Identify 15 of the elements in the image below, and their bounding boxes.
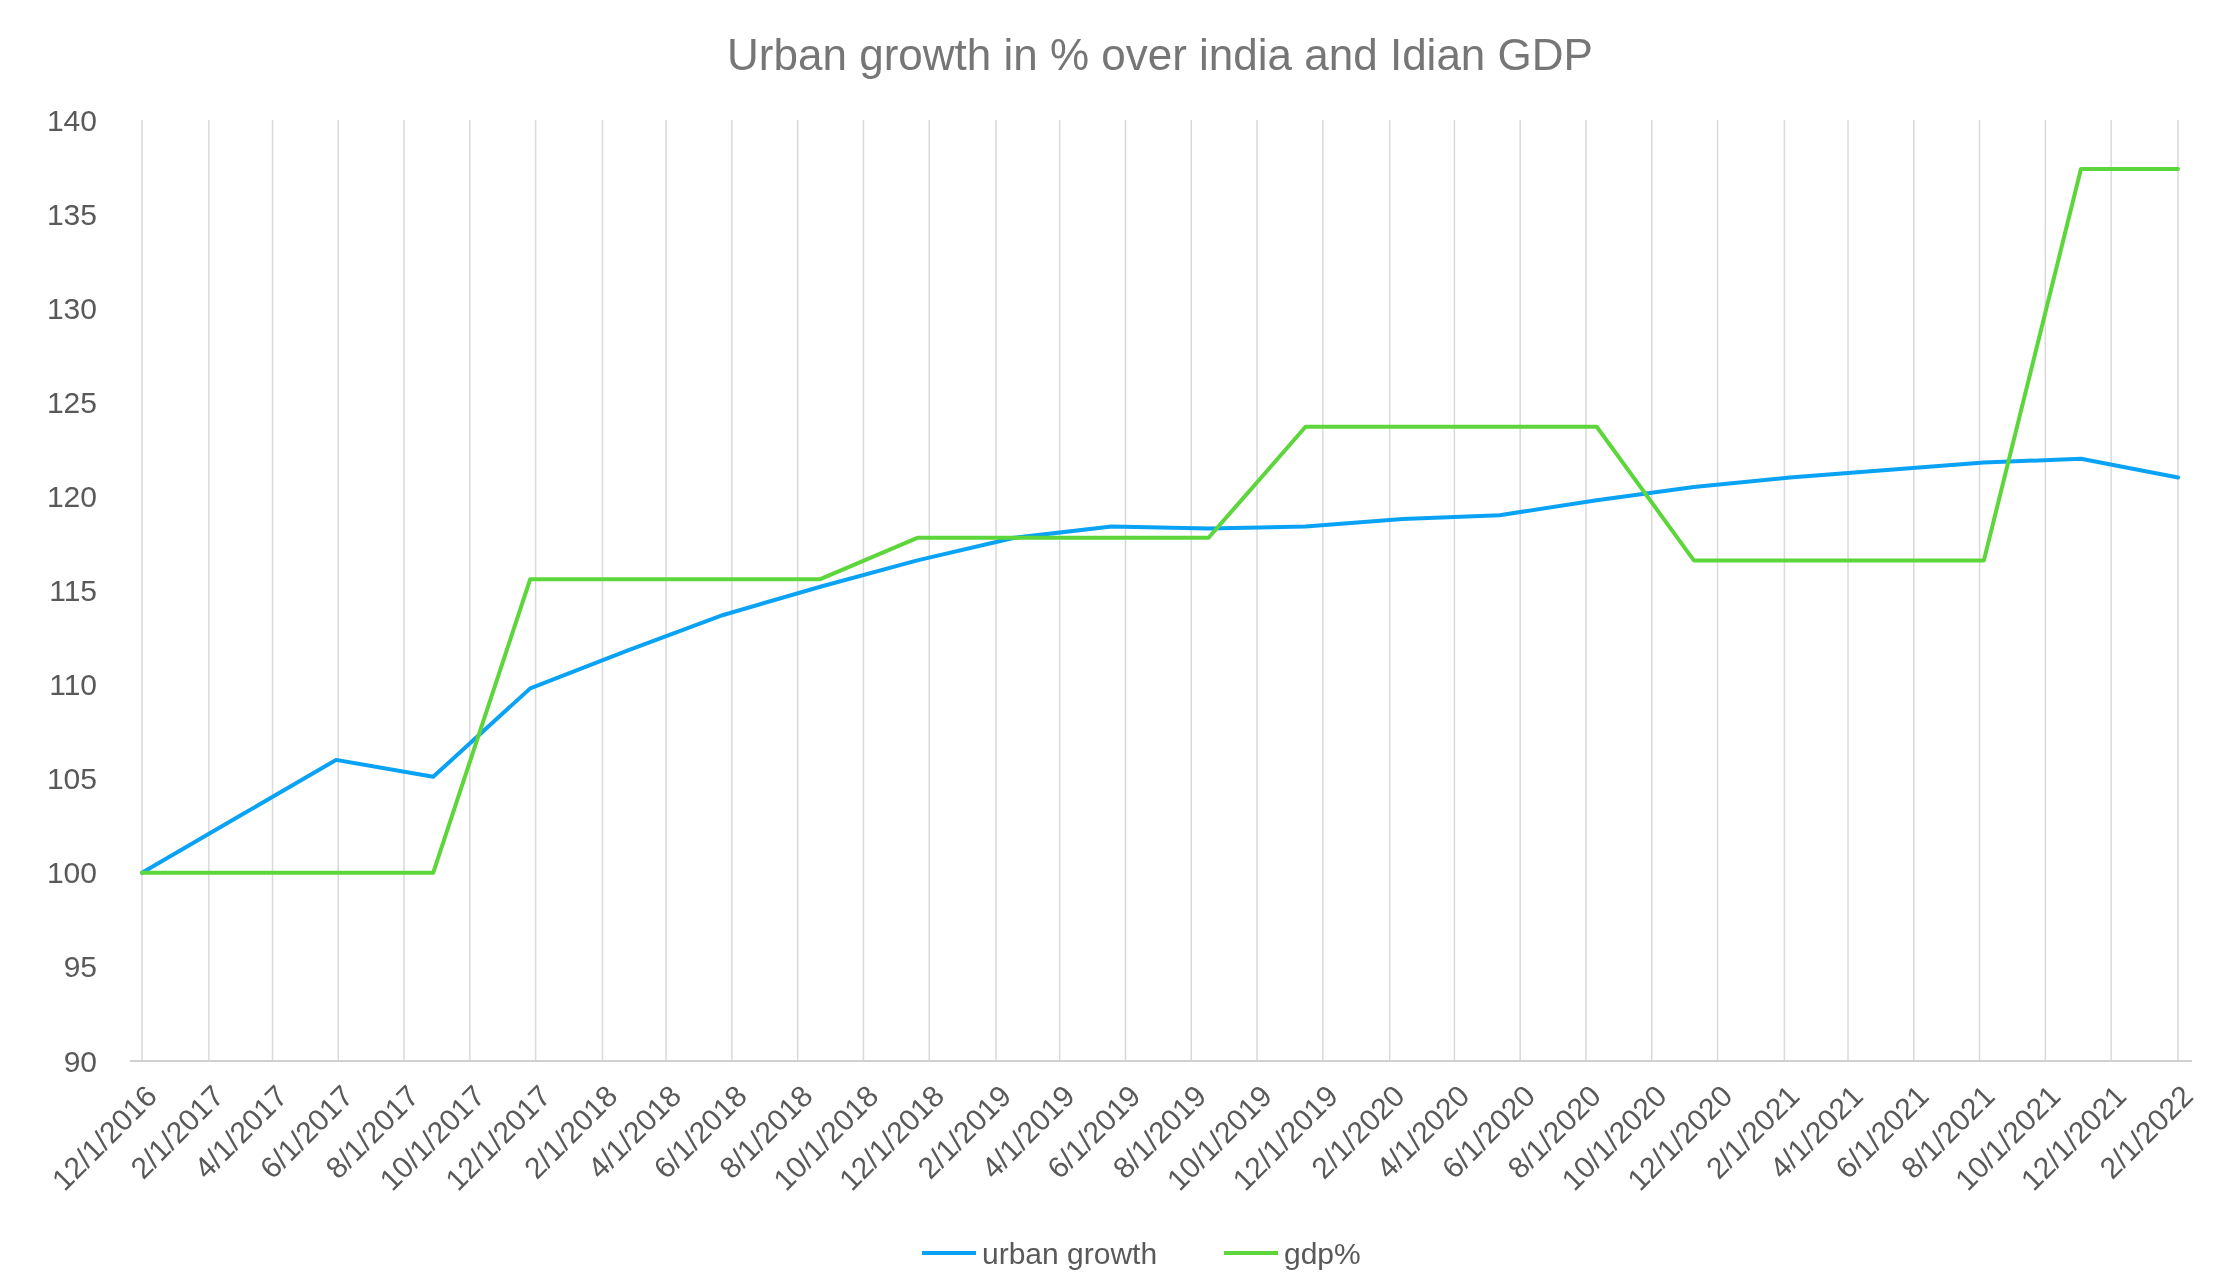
legend-label: gdp% (1284, 1236, 1361, 1270)
y-tick-label: 120 (46, 479, 97, 513)
y-tick-label: 135 (46, 197, 97, 231)
line-series (140, 166, 2180, 875)
chart-title: Urban growth in % over india and Idian GDP (727, 30, 1593, 79)
y-tick-label: 105 (46, 762, 97, 796)
legend-label: urban growth (982, 1236, 1158, 1270)
y-tick-label: 110 (49, 668, 97, 702)
y-tick-label: 90 (63, 1044, 97, 1078)
y-tick-label: 115 (49, 574, 97, 607)
y-tick-label: 130 (46, 291, 97, 325)
y-tick-label: 140 (46, 103, 97, 137)
y-tick-label: 100 (46, 856, 97, 890)
y-tick-label: 95 (63, 950, 97, 984)
y-tick-label: 125 (46, 385, 97, 419)
